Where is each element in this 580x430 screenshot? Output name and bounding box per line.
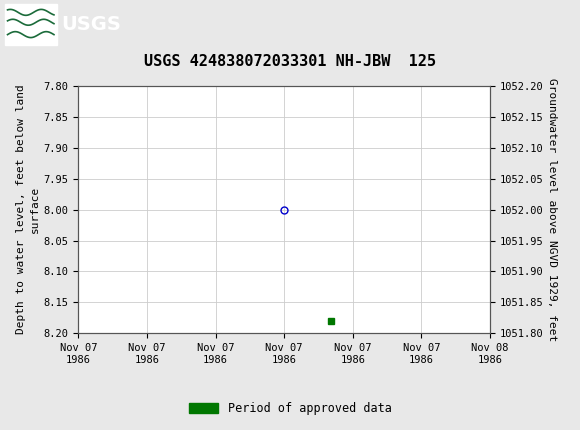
Y-axis label: Depth to water level, feet below land
surface: Depth to water level, feet below land su… [16,85,39,335]
Bar [5,4,57,46]
Y-axis label: Groundwater level above NGVD 1929, feet: Groundwater level above NGVD 1929, feet [548,78,557,341]
Text: USGS: USGS [61,15,121,34]
Legend: Period of approved data: Period of approved data [184,397,396,420]
Text: USGS 424838072033301 NH-JBW  125: USGS 424838072033301 NH-JBW 125 [144,54,436,69]
